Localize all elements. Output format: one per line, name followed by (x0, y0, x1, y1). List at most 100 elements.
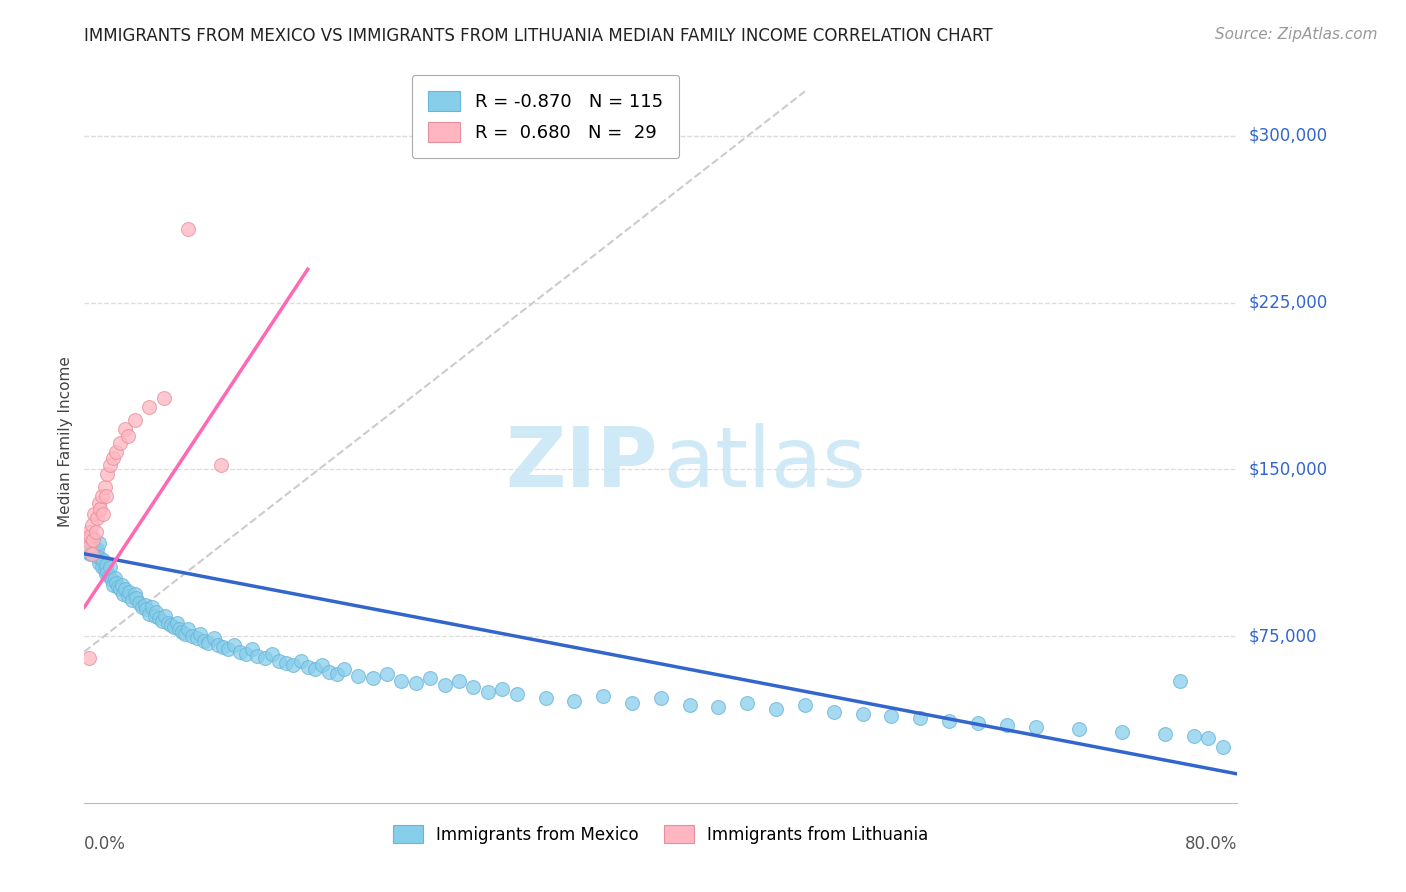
Point (124, 587, 146, 601)
Point (297, 660, 319, 674)
Point (304, 662, 326, 676)
Point (87, 556, 110, 570)
Point (794, 698, 817, 712)
Point (134, 598, 156, 612)
Point (207, 638, 229, 652)
Point (202, 632, 225, 646)
Point (77, 524, 100, 539)
Text: IMMIGRANTS FROM MEXICO VS IMMIGRANTS FROM LITHUANIA MEDIAN FAMILY INCOME CORRELA: IMMIGRANTS FROM MEXICO VS IMMIGRANTS FRO… (84, 27, 993, 45)
Point (650, 691, 672, 706)
Point (153, 609, 176, 624)
Point (419, 671, 441, 685)
Point (110, 435, 132, 450)
Point (333, 662, 356, 676)
Point (347, 669, 370, 683)
Point (79, 547, 101, 561)
Point (290, 653, 312, 667)
Point (77, 533, 100, 548)
Point (105, 444, 128, 458)
Point (84, 549, 107, 563)
Point (224, 638, 246, 652)
Point (737, 696, 759, 710)
Point (87, 496, 110, 510)
Point (150, 614, 173, 628)
Point (169, 623, 191, 637)
Point (880, 709, 903, 723)
Point (253, 651, 276, 665)
Point (211, 640, 233, 655)
Point (90, 560, 112, 574)
Point (131, 600, 153, 615)
Point (463, 680, 485, 694)
Point (1025, 720, 1047, 734)
Point (114, 582, 136, 597)
Point (564, 693, 586, 707)
Point (86, 542, 108, 557)
Point (105, 575, 128, 590)
Point (197, 636, 219, 650)
Point (506, 687, 529, 701)
Point (91, 507, 114, 521)
Point (707, 700, 730, 714)
Point (111, 578, 134, 592)
Point (938, 714, 960, 728)
Point (163, 620, 186, 634)
Point (1212, 740, 1234, 755)
Point (90, 489, 112, 503)
Point (80, 517, 103, 532)
Point (89, 551, 111, 566)
Point (145, 605, 167, 619)
Point (124, 413, 146, 427)
Point (107, 580, 129, 594)
Point (82, 533, 104, 548)
Point (77, 540, 100, 554)
Point (260, 647, 283, 661)
Point (433, 678, 456, 692)
Text: $150,000: $150,000 (1249, 460, 1327, 478)
Point (96, 467, 118, 481)
Point (534, 691, 557, 706)
Point (104, 571, 127, 585)
Point (121, 593, 143, 607)
Point (94, 489, 117, 503)
Point (1154, 727, 1177, 741)
Point (80, 538, 103, 552)
Point (193, 633, 215, 648)
Point (1198, 731, 1220, 746)
Point (1168, 673, 1191, 688)
Point (138, 400, 160, 414)
Point (267, 653, 290, 667)
Point (181, 629, 204, 643)
Legend: Immigrants from Mexico, Immigrants from Lithuania: Immigrants from Mexico, Immigrants from … (385, 817, 936, 852)
Text: $225,000: $225,000 (1249, 293, 1327, 311)
Point (138, 607, 160, 621)
Point (318, 665, 340, 679)
Point (87, 535, 110, 549)
Point (177, 222, 200, 236)
Point (765, 702, 787, 716)
Point (76, 533, 98, 548)
Text: 0.0%: 0.0% (84, 835, 127, 854)
Point (83, 507, 105, 521)
Point (276, 656, 298, 670)
Point (1111, 724, 1133, 739)
Point (449, 673, 471, 688)
Point (83, 540, 105, 554)
Point (823, 705, 845, 719)
Point (80, 547, 103, 561)
Point (141, 600, 163, 615)
Point (117, 429, 139, 443)
Point (112, 587, 135, 601)
Point (86, 511, 108, 525)
Point (148, 611, 170, 625)
Point (118, 584, 141, 599)
Point (325, 666, 347, 681)
Text: ZIP: ZIP (505, 423, 658, 504)
Point (84, 524, 107, 539)
Text: 80.0%: 80.0% (1185, 835, 1237, 854)
Point (229, 645, 252, 659)
Point (177, 623, 200, 637)
Point (1067, 723, 1090, 737)
Text: $75,000: $75,000 (1249, 627, 1317, 645)
Text: Source: ZipAtlas.com: Source: ZipAtlas.com (1215, 27, 1378, 42)
